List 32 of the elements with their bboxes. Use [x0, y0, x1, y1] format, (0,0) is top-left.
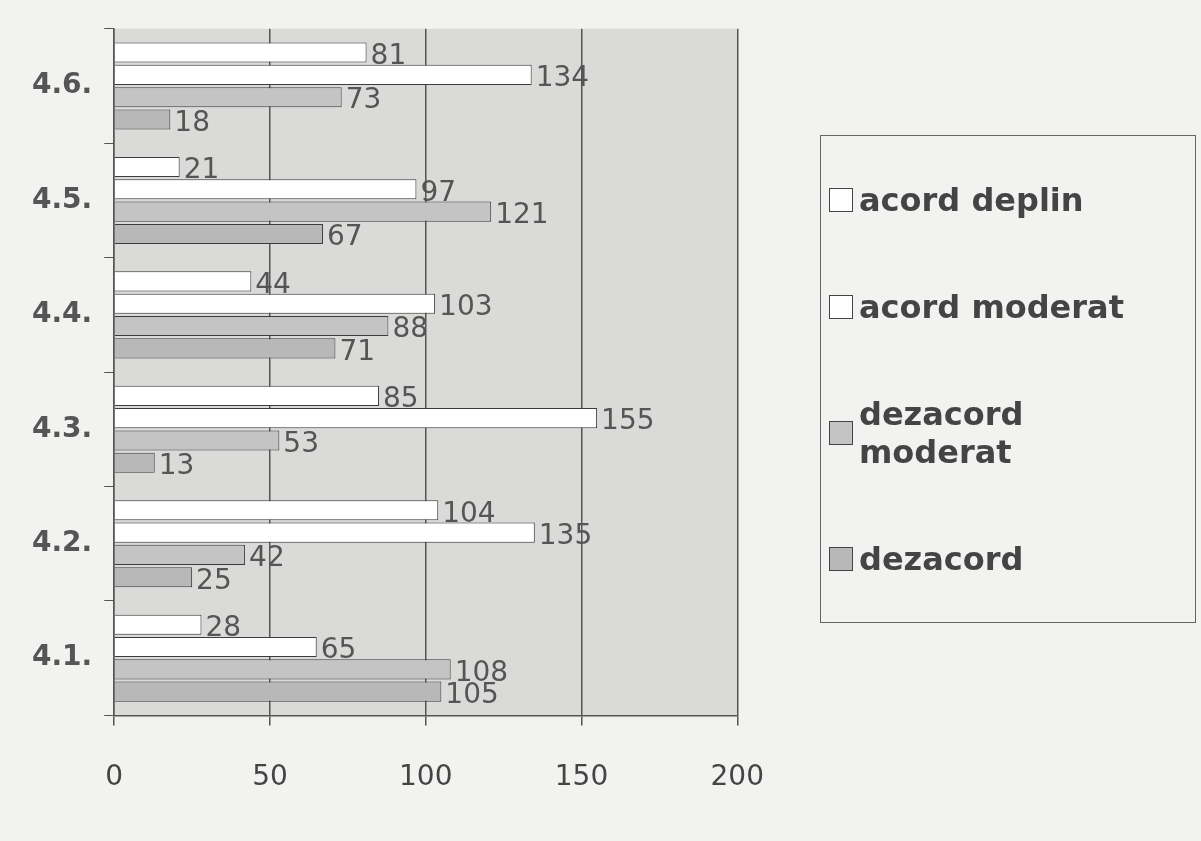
y-tick-label: 4.6. [31, 67, 93, 101]
data-label: 28 [205, 609, 242, 643]
data-label: 88 [392, 311, 429, 345]
data-label: 85 [383, 381, 419, 415]
data-label: 103 [439, 289, 493, 323]
data-label: 81 [370, 37, 407, 71]
data-label: 18 [174, 104, 210, 138]
legend-label: acord moderat [859, 287, 1124, 326]
x-tick-label: 0 [105, 759, 124, 793]
data-label: 104 [442, 495, 496, 529]
y-tick-label: 4.5. [31, 181, 93, 215]
data-label: 155 [601, 403, 655, 437]
data-label: 13 [158, 448, 195, 482]
x-tick-label: 50 [252, 759, 288, 793]
legend-label: dezacord [859, 539, 1024, 578]
data-label: 121 [495, 196, 549, 230]
y-tick-label: 4.4. [31, 296, 93, 330]
data-label: 25 [196, 562, 232, 596]
x-tick-label: 100 [399, 759, 453, 793]
data-label: 73 [345, 82, 382, 116]
data-label: 21 [183, 152, 220, 186]
legend-label: acord deplin [859, 180, 1084, 219]
data-label: 67 [326, 219, 363, 253]
y-tick-label: 4.2. [31, 525, 93, 559]
x-tick-label: 150 [554, 759, 609, 793]
data-label: 53 [283, 425, 319, 459]
y-tick-label: 4.3. [31, 410, 93, 444]
x-tick-label: 200 [710, 759, 764, 793]
data-label: 71 [339, 333, 376, 367]
y-tick-label: 4.1. [31, 639, 93, 673]
data-label: 65 [320, 632, 357, 666]
legend-label: dezacord moderat [859, 394, 1025, 471]
